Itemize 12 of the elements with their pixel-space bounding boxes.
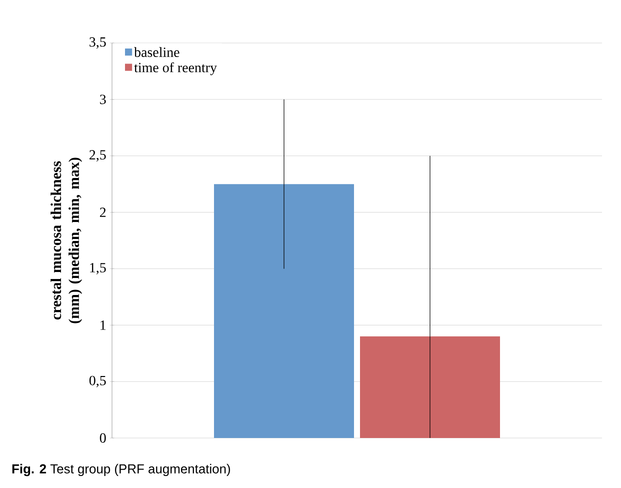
y-tick-label: 2,5 (90, 150, 106, 162)
y-tick-label: 3,5 (90, 37, 106, 49)
y-tick-label: 0,5 (89, 376, 106, 388)
y-tick-label: 1,5 (90, 263, 106, 274)
text: Fig. 2 Test group (PRF augmentation) (12, 464, 230, 476)
y-tick-label: 3 (100, 94, 106, 104)
y-tick-label: 0 (100, 433, 106, 443)
legend-label: time of reentry (134, 62, 217, 76)
y-tick-label: 1 (100, 320, 106, 330)
legend-label: baseline (134, 47, 180, 57)
y-axis-title: crestal mucosa thickness (mm) (median, min, max) (50, 158, 82, 324)
y-tick-label: 2 (100, 208, 106, 217)
